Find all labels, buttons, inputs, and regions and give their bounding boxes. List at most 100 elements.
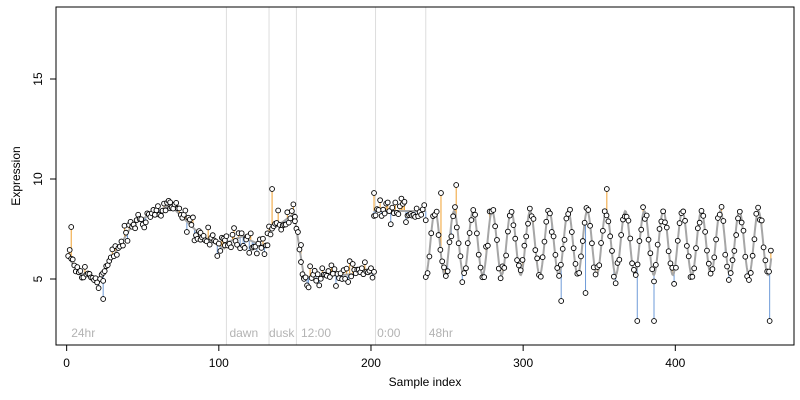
data-point-183 — [328, 262, 335, 269]
data-point-20 — [94, 279, 100, 286]
data-point-211 — [371, 268, 377, 275]
data-point-312 — [541, 238, 548, 245]
data-point-363 — [634, 261, 641, 268]
data-point-219 — [381, 210, 388, 217]
data-point-273 — [470, 207, 477, 213]
data-point-1 — [66, 247, 73, 253]
data-point-412 — [724, 263, 730, 270]
data-point-209 — [368, 265, 374, 272]
data-point-315 — [547, 210, 553, 217]
data-point-126 — [246, 249, 253, 256]
data-point-432 — [760, 244, 767, 251]
data-point-216 — [377, 197, 383, 204]
data-point-400 — [702, 228, 708, 235]
data-point-54 — [142, 219, 149, 226]
data-point-327 — [568, 229, 575, 235]
data-point-329 — [572, 261, 579, 267]
data-point-213 — [372, 212, 379, 219]
data-point-47 — [132, 225, 138, 232]
data-point-262 — [450, 213, 457, 220]
data-point-304 — [526, 205, 533, 212]
annotation-labels: 24hr dawn dusk 12:00 0:00 48hr — [71, 326, 453, 340]
x-axis: 0 100 200 300 400 — [63, 344, 686, 370]
data-point-428 — [753, 210, 760, 217]
data-point-245 — [421, 202, 428, 208]
data-point-361 — [631, 266, 637, 273]
data-point-371 — [649, 266, 656, 273]
data-point-311 — [539, 254, 546, 261]
data-point-331 — [576, 270, 582, 276]
data-point-254 — [435, 232, 442, 238]
data-point-368 — [643, 212, 650, 219]
data-point-297 — [514, 257, 520, 263]
data-point-263 — [452, 204, 458, 210]
data-point-298 — [516, 262, 522, 269]
data-point-405 — [711, 254, 718, 261]
data-point-34 — [114, 251, 120, 258]
y-axis-title: Expression — [9, 146, 23, 205]
data-point-424 — [746, 277, 752, 283]
annotation-label-0: 24hr — [71, 326, 95, 340]
annotation-label-2: dusk — [269, 326, 295, 340]
data-point-6 — [74, 264, 81, 270]
y-tick-label-0: 5 — [31, 275, 45, 282]
data-point-397 — [696, 219, 703, 226]
plot-frame — [55, 6, 795, 346]
data-point-279 — [481, 274, 488, 280]
data-point-127 — [247, 230, 254, 237]
annotation-label-4: 0:00 — [377, 326, 401, 340]
data-point-205 — [362, 259, 368, 266]
data-point-326 — [567, 206, 573, 213]
data-point-155 — [289, 208, 295, 214]
data-point-370 — [647, 250, 654, 257]
data-point-362 — [632, 272, 639, 278]
data-point-290 — [501, 265, 508, 271]
data-point-437 — [634, 318, 641, 324]
data-point-265 — [455, 240, 462, 247]
data-point-364 — [636, 238, 643, 244]
data-point-267 — [459, 279, 466, 285]
data-point-97 — [205, 224, 212, 231]
data-point-26 — [101, 268, 108, 274]
data-point-276 — [475, 251, 482, 258]
data-point-82 — [184, 229, 190, 235]
data-point-115 — [231, 225, 237, 231]
data-point-53 — [141, 224, 148, 231]
data-point-168 — [305, 284, 312, 291]
data-point-328 — [570, 245, 577, 252]
data-point-256 — [439, 258, 446, 265]
data-point-386 — [676, 220, 683, 226]
data-point-322 — [559, 245, 566, 252]
data-point-138 — [264, 242, 271, 249]
data-point-174 — [314, 271, 321, 278]
data-point-154 — [287, 215, 294, 222]
data-point-172 — [311, 267, 318, 274]
data-point-342 — [596, 262, 603, 269]
data-point-403 — [707, 270, 714, 277]
data-point-186 — [333, 283, 339, 289]
data-point-390 — [684, 243, 690, 249]
data-point-194 — [345, 279, 352, 285]
data-point-344 — [600, 227, 606, 234]
data-point-51 — [138, 216, 145, 223]
data-point-372 — [651, 278, 657, 285]
annotation-label-5: 48hr — [429, 326, 453, 340]
separator-lines — [225, 7, 427, 345]
data-point-388 — [680, 208, 687, 215]
data-point-277 — [477, 264, 484, 271]
data-point-104 — [215, 240, 222, 247]
data-point-175 — [316, 282, 323, 289]
data-point-197 — [349, 261, 356, 267]
data-point-294 — [508, 209, 515, 215]
data-point-243 — [418, 211, 425, 218]
x-axis-title: Sample index — [389, 375, 462, 389]
data-point-421 — [740, 227, 747, 234]
data-point-385 — [674, 237, 681, 244]
data-point-406 — [713, 236, 719, 243]
data-point-75 — [173, 199, 180, 206]
data-point-422 — [742, 253, 749, 260]
data-point-117 — [234, 241, 240, 248]
data-point-349 — [609, 248, 615, 254]
data-point-360 — [629, 260, 635, 267]
